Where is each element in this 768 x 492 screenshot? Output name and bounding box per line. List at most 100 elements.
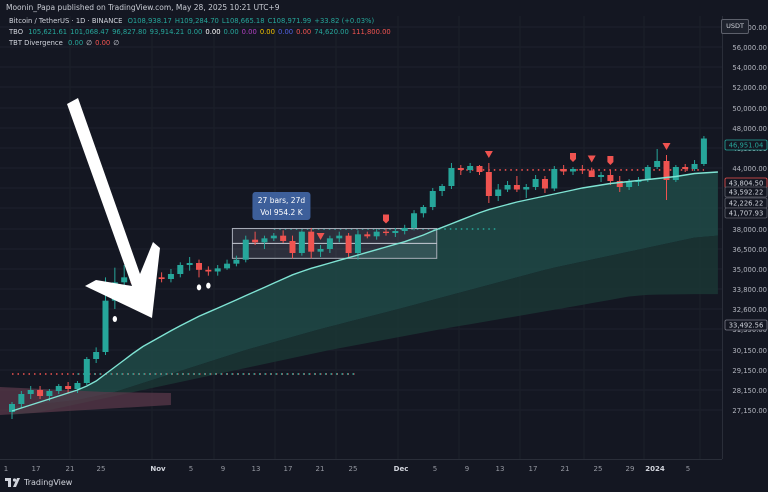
tradingview-logo[interactable]: TradingView (5, 477, 72, 488)
symbol-title[interactable]: Bitcoin / TetherUS · 1D · BINANCE (9, 17, 123, 25)
price-tick-label: 36,500.00 (732, 246, 767, 254)
time-tick-label: 5 (686, 465, 690, 473)
tradingview-icon (5, 477, 20, 487)
candle-body (252, 239, 259, 243)
tbo-legend[interactable]: TBO 105,621.61 101,068.47 96,827.80 93,914.… (9, 28, 397, 36)
tbo-value: 0.00 (277, 28, 294, 36)
time-tick-label: 5 (189, 465, 193, 473)
candle-body (233, 259, 240, 264)
price-badge (724, 186, 768, 198)
price-badge-label: 41,707.93 (729, 210, 764, 218)
candle-body (9, 404, 15, 412)
ohlc-value: C108,971.99 (267, 17, 312, 25)
time-scale: 1 17 21 25 Nov 5 9 13 17 21 25 Dec 5 9 13 17 21 25 29 2024 5 (4, 465, 690, 473)
ohlc-values: O108,938.17 H109,284.70 L108,665.18 C108,97… (128, 17, 378, 25)
tbo-value: 0.00 (296, 28, 312, 36)
candle-body (261, 238, 268, 243)
tbo-value: 0.00 (241, 28, 257, 36)
price-badge-label: 42,226.22 (729, 200, 764, 208)
time-axis[interactable]: 1 17 21 25 Nov 5 9 13 17 21 25 Dec 5 9 13 17 21 25 29 2024 5 (0, 459, 722, 473)
candle-body (691, 164, 698, 169)
candle-body (167, 274, 174, 279)
divergence-legend[interactable]: TBT Divergence 0.00 ∅ 0.00 ∅ (9, 39, 125, 47)
buy-signal-marker (206, 282, 211, 289)
candle-body (298, 231, 305, 253)
sell-signal-triangle (484, 151, 493, 158)
candle-body (467, 166, 474, 170)
candle-body (121, 277, 128, 283)
candle-body (598, 175, 605, 177)
price-tick-label: 32,600.00 (732, 306, 767, 314)
tbo-value: 0.00 (259, 28, 275, 36)
tbo-value: 111,800.00 (351, 28, 391, 36)
sell-signal-triangle (587, 155, 596, 163)
price-tick-label: 58,000.00 (732, 24, 767, 32)
annotation-arrow (67, 98, 160, 318)
chart-pane[interactable]: 27 bars, 27d Vol 954.2 K Bitcoin / Tether… (0, 16, 722, 459)
candle-body (373, 231, 380, 237)
price-axis[interactable]: 58,000.00 56,000.00 54,000.00 52,000.00 50,0… (722, 16, 768, 459)
candle-body (354, 234, 361, 253)
candle-body (83, 359, 90, 383)
ohlc-value: O108,938.17 (127, 17, 172, 25)
candle-body (289, 241, 296, 253)
tbo-value: 0.00 (187, 28, 203, 36)
time-tick-label: 21 (66, 465, 75, 473)
candle-body (616, 181, 623, 187)
candle-body (672, 167, 679, 180)
candle-body (579, 169, 586, 171)
buy-signal-marker (196, 284, 202, 291)
currency-button[interactable]: USDT (721, 19, 749, 34)
divergence-label: TBT Divergence (9, 39, 63, 47)
ohlc-value: L108,665.18 (221, 17, 265, 25)
trend-cloud-upper (12, 172, 718, 411)
candle-body (345, 235, 352, 253)
candle-body (308, 231, 315, 252)
time-tick-label: 9 (221, 465, 225, 473)
candle-body (336, 235, 343, 239)
price-tick-label: 54,000.00 (732, 64, 767, 72)
candle-body (27, 390, 34, 394)
sell-signal-flag (383, 214, 389, 224)
candle-body (429, 191, 436, 207)
footer: TradingView (0, 473, 768, 492)
symbol-legend[interactable]: Bitcoin / TetherUS · 1D · BINANCE O108,9… (9, 17, 380, 25)
time-tick-label: 25 (97, 465, 106, 473)
tbo-value: 74,620.00 (314, 28, 349, 36)
candle-body (364, 234, 371, 237)
price-badge-label: 43,592.22 (729, 189, 764, 197)
price-tick-label: 27,150.00 (732, 407, 767, 415)
tbo-value: 96,827.80 (112, 28, 147, 36)
candle-body (270, 235, 277, 239)
price-tick-label: 50,000.00 (732, 105, 767, 113)
candle-body (383, 231, 389, 233)
time-tick-label: 1 (4, 465, 8, 473)
candle-body (523, 187, 530, 190)
price-tick-label: 35,000.00 (732, 266, 767, 274)
time-tick-label: 17 (284, 465, 293, 473)
price-tick-label: 28,150.00 (732, 387, 767, 395)
candle-body (439, 186, 446, 191)
bearish-band (0, 387, 171, 415)
candle-body (196, 263, 202, 270)
time-tick-label: 13 (252, 465, 261, 473)
candle-body (65, 386, 72, 389)
candle-body (93, 352, 100, 359)
candlestick-chart[interactable]: 27 bars, 27d Vol 954.2 K (0, 16, 722, 459)
price-tick-label: 29,150.00 (732, 367, 767, 375)
time-tick-label: 25 (594, 465, 603, 473)
candle-body (570, 169, 576, 172)
price-badge (724, 319, 768, 331)
candle-body (448, 168, 455, 186)
candle-body (663, 161, 670, 180)
price-tick-label: 38,000.00 (732, 226, 767, 234)
candle-body (158, 277, 165, 279)
divergence-values: 0.00 ∅ 0.00 ∅ (68, 39, 122, 47)
candle-body (420, 207, 427, 214)
candle-body (485, 172, 492, 196)
price-badge (724, 139, 768, 151)
publisher-bar: Moonin_Papa published on TradingView.com… (0, 0, 768, 16)
trend-line (11, 171, 718, 412)
candle-body (504, 185, 511, 190)
